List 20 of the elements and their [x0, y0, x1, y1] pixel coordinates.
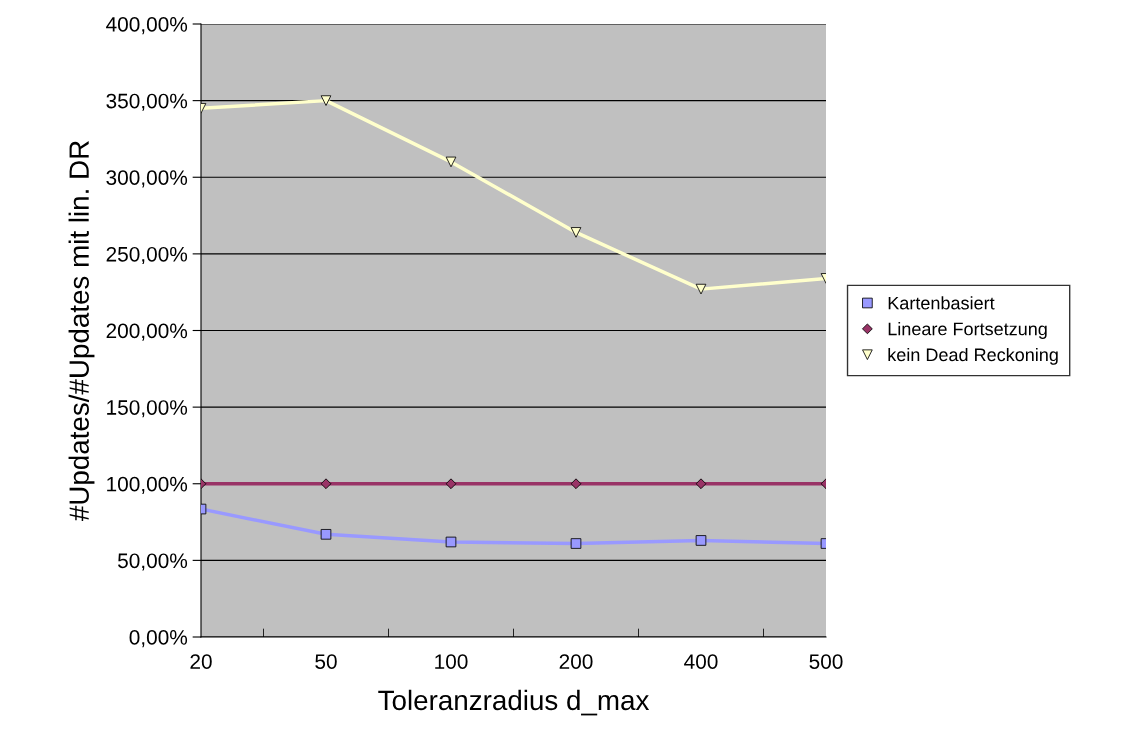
- x-tick-label: 400: [684, 654, 718, 669]
- x-tick-label: 100: [435, 654, 468, 669]
- x-tick-label: 200: [559, 654, 593, 669]
- x-tick-label: 500: [809, 654, 843, 669]
- y-tick-label: 250,00%: [106, 246, 188, 265]
- y-tick-label: 200,00%: [106, 323, 188, 341]
- x-tick-label: 20: [190, 654, 212, 669]
- y-tick-label: 400,00%: [106, 17, 188, 35]
- y-tick-label: 100,00%: [107, 476, 188, 494]
- y-tick-label: 0,00%: [129, 630, 188, 648]
- x-axis-title: Toleranzradius d_max: [378, 689, 650, 716]
- y-tick-label: 50,00%: [117, 553, 188, 571]
- y-tick-label: 300,00%: [106, 170, 188, 188]
- x-tick-label: 50: [315, 654, 337, 669]
- legend-label: Lineare Fortsetzung: [888, 322, 1047, 339]
- y-axis-title: #Updates/#Updates mit lin. DR: [68, 141, 95, 522]
- y-tick-label: 150,00%: [107, 400, 188, 418]
- legend-label: kein Dead Reckoning: [888, 347, 1058, 365]
- y-tick-label: 350,00%: [106, 93, 188, 111]
- legend-label: Kartenbasiert: [888, 296, 995, 310]
